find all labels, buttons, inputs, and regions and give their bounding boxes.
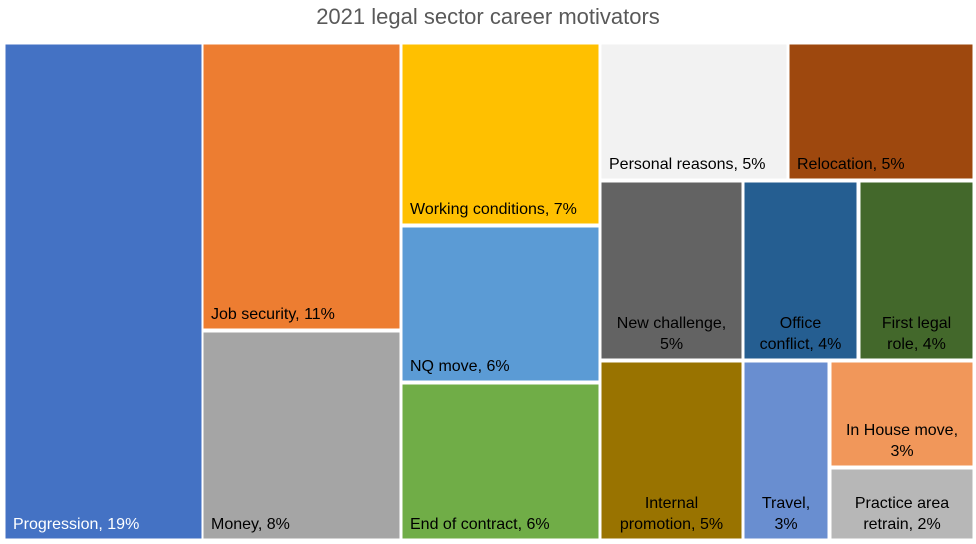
tile-office-conflict: Office conflict, 4% [743, 181, 858, 360]
tile-rect-office-conflict [743, 181, 858, 360]
tile-personal-reasons: Personal reasons, 5% [600, 43, 788, 180]
tile-rect-in-house-move [830, 361, 974, 467]
tile-label-internal-promotion: Internal promotion, 5% [620, 495, 723, 533]
tile-practice-area-retrain: Practice area retrain, 2% [830, 468, 974, 540]
tile-label-travel: Travel, 3% [762, 495, 810, 533]
tile-rect-practice-area-retrain [830, 468, 974, 540]
tile-travel: Travel, 3% [743, 361, 829, 540]
tile-rect-end-of-contract [401, 383, 600, 540]
tile-label-relocation: Relocation, 5% [797, 156, 905, 173]
tile-label-working-conditions: Working conditions, 7% [410, 201, 577, 218]
tile-rect-relocation [788, 43, 974, 180]
tile-new-challenge: New challenge, 5% [600, 181, 743, 360]
tile-relocation: Relocation, 5% [788, 43, 974, 180]
tile-label-progression: Progression, 19% [13, 516, 139, 533]
chart-title: 2021 legal sector career motivators [316, 4, 660, 29]
tile-label-money: Money, 8% [211, 516, 290, 533]
tile-rect-progression [4, 43, 203, 540]
tile-rect-internal-promotion [600, 361, 743, 540]
tile-label-personal-reasons: Personal reasons, 5% [609, 156, 766, 173]
tile-label-job-security: Job security, 11% [211, 306, 335, 323]
tile-rect-first-legal-role [859, 181, 974, 360]
tile-rect-job-security [202, 43, 401, 330]
tile-rect-travel [743, 361, 829, 540]
tile-nq-move: NQ move, 6% [401, 226, 600, 382]
tile-internal-promotion: Internal promotion, 5% [600, 361, 743, 540]
tile-label-first-legal-role: First legal role, 4% [882, 315, 951, 353]
tile-label-practice-area-retrain: Practice area retrain, 2% [855, 495, 949, 533]
tile-progression: Progression, 19% [4, 43, 203, 540]
tile-rect-nq-move [401, 226, 600, 382]
tile-job-security: Job security, 11% [202, 43, 401, 330]
tile-rect-working-conditions [401, 43, 600, 225]
tile-in-house-move: In House move, 3% [830, 361, 974, 467]
tile-first-legal-role: First legal role, 4% [859, 181, 974, 360]
tile-label-office-conflict: Office conflict, 4% [760, 315, 842, 353]
tile-label-new-challenge: New challenge, 5% [617, 315, 726, 353]
tile-rect-new-challenge [600, 181, 743, 360]
tile-rect-money [202, 331, 401, 540]
tile-label-in-house-move: In House move, 3% [846, 422, 958, 460]
tile-label-end-of-contract: End of contract, 6% [410, 516, 550, 533]
tile-money: Money, 8% [202, 331, 401, 540]
tile-rect-personal-reasons [600, 43, 788, 180]
tile-working-conditions: Working conditions, 7% [401, 43, 600, 225]
tile-end-of-contract: End of contract, 6% [401, 383, 600, 540]
tile-label-nq-move: NQ move, 6% [410, 358, 510, 375]
